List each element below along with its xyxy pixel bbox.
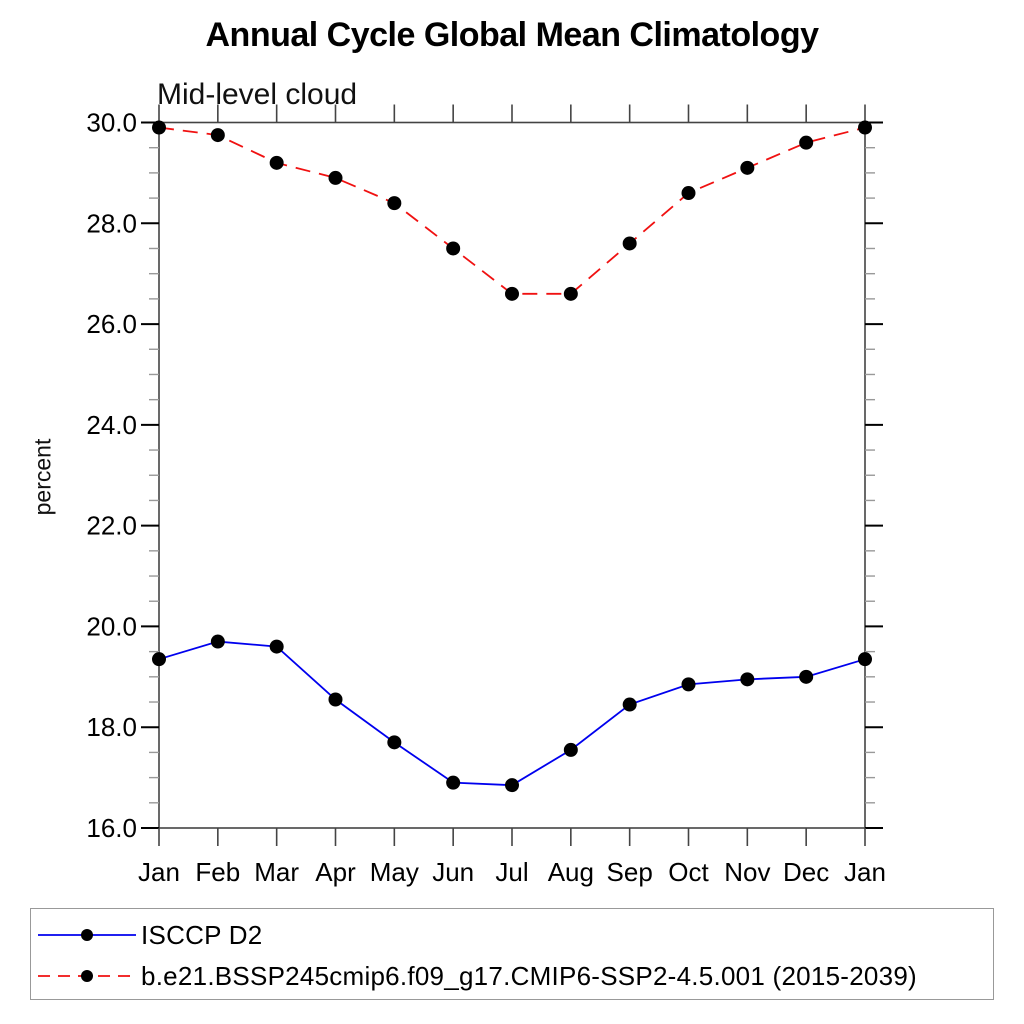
- x-tick-label: Jul: [495, 857, 528, 887]
- data-point: [681, 677, 696, 692]
- x-tick-label: Nov: [724, 857, 770, 887]
- y-tick-label: 16.0: [86, 813, 137, 843]
- data-point: [740, 160, 755, 175]
- data-point: [387, 196, 402, 211]
- chart-subtitle: Mid-level cloud: [157, 78, 358, 111]
- x-tick-label: Feb: [195, 857, 240, 887]
- legend-line-sample: [38, 970, 136, 982]
- y-tick-label: 26.0: [86, 309, 137, 339]
- data-point: [328, 692, 343, 707]
- data-point: [622, 697, 637, 712]
- data-point: [387, 735, 402, 750]
- data-point: [152, 652, 166, 667]
- legend-marker-icon: [81, 970, 93, 982]
- series-line-1: [158, 126, 866, 295]
- x-tick-label: Aug: [548, 857, 594, 887]
- legend-line-sample: [38, 929, 136, 941]
- legend-label: b.e21.BSSP245cmip6.f09_g17.CMIP6-SSP2-4.…: [141, 961, 917, 991]
- x-tick-label: May: [370, 857, 419, 887]
- x-tick-label: Dec: [783, 857, 829, 887]
- data-point: [681, 186, 696, 201]
- series-line-0: [158, 640, 866, 787]
- chart-title: Annual Cycle Global Mean Climatology: [205, 16, 820, 54]
- data-point: [152, 120, 166, 135]
- data-point: [328, 170, 343, 185]
- data-point: [446, 241, 461, 256]
- x-tick-label: Mar: [254, 857, 299, 887]
- legend: ISCCP D2 b.e21.BSSP245cmip6.f09_g17.CMIP6…: [30, 908, 994, 1000]
- x-tick-label: Jan: [138, 857, 180, 887]
- data-point: [563, 742, 578, 757]
- data-point: [622, 236, 637, 251]
- data-point: [505, 286, 519, 301]
- x-tick-label: Sep: [607, 857, 653, 887]
- x-tick-label: Oct: [668, 857, 709, 887]
- x-tick-label: Apr: [315, 857, 356, 887]
- legend-marker-icon: [81, 929, 93, 941]
- y-tick-label: 24.0: [86, 410, 137, 440]
- y-tick-label: 18.0: [86, 712, 137, 742]
- data-point: [563, 286, 578, 301]
- y-tick-label: 20.0: [86, 611, 137, 641]
- y-axis-label: percent: [29, 438, 56, 516]
- data-point: [858, 652, 872, 667]
- y-tick-label: 22.0: [86, 511, 137, 541]
- data-point: [799, 135, 814, 150]
- data-point: [269, 155, 284, 170]
- data-point: [210, 128, 225, 143]
- data-point: [446, 775, 461, 790]
- legend-item-1: b.e21.BSSP245cmip6.f09_g17.CMIP6-SSP2-4.…: [38, 961, 917, 991]
- data-point: [505, 778, 519, 793]
- data-point: [858, 120, 872, 135]
- data-point: [740, 672, 755, 687]
- x-tick-label: Jun: [432, 857, 474, 887]
- legend-item-0: ISCCP D2: [38, 920, 263, 950]
- data-point: [799, 669, 814, 684]
- legend-label: ISCCP D2: [141, 920, 263, 950]
- y-tick-label: 28.0: [86, 208, 137, 238]
- data-point: [210, 634, 225, 649]
- data-point: [269, 639, 284, 654]
- y-tick-label: 30.0: [86, 108, 137, 138]
- plot-frame: [158, 121, 866, 829]
- x-tick-label: Jan: [844, 857, 886, 887]
